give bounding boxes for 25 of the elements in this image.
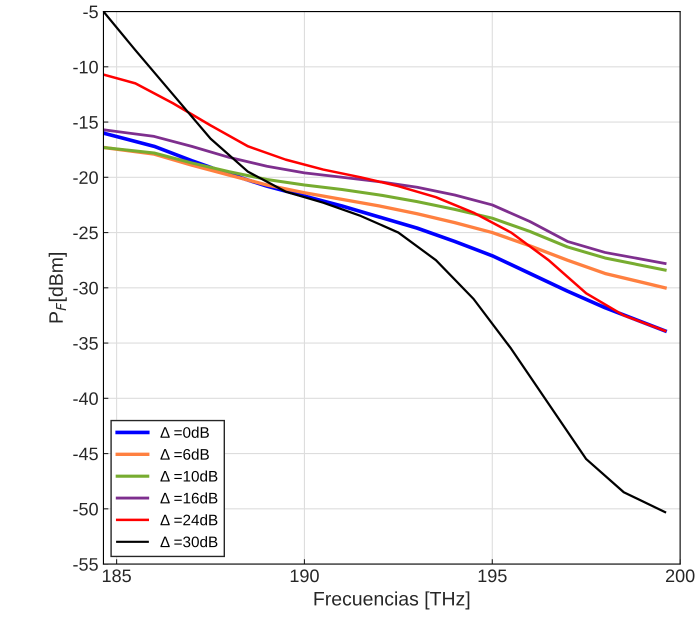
y-tick-label: -55 <box>73 558 98 571</box>
y-tick-label: -10 <box>73 60 98 74</box>
legend-label: Δ =0dB <box>160 426 209 438</box>
y-tick-label: -45 <box>73 448 98 460</box>
y-tick-label: -35 <box>73 337 98 350</box>
x-axis-title: Frecuencias [THz] <box>314 591 470 610</box>
legend-label: Δ =24dB <box>160 514 218 526</box>
legend-label: Δ =30dB <box>160 536 218 548</box>
y-tick-label: -5 <box>83 6 98 18</box>
x-tick-label: 195 <box>478 569 507 582</box>
legend-label: Δ =10dB <box>160 470 218 482</box>
y-tick-label: -25 <box>73 226 98 240</box>
x-tick-label: 190 <box>290 569 319 582</box>
y-axis-title: P$_{F}$[dBm] <box>48 253 67 322</box>
y-tick-label: -20 <box>73 171 98 184</box>
y-tick-label: -40 <box>73 392 98 406</box>
y-tick-label: -50 <box>73 502 98 516</box>
legend-label: Δ =6dB <box>160 448 209 460</box>
y-tick-label: -15 <box>73 116 98 129</box>
line-series <box>103 73 666 332</box>
x-tick-label: 185 <box>102 569 131 582</box>
legend-label: Δ =16dB <box>160 492 218 504</box>
x-tick-label: 200 <box>666 569 694 582</box>
line-series <box>103 128 666 265</box>
y-tick-label: -30 <box>73 282 98 295</box>
